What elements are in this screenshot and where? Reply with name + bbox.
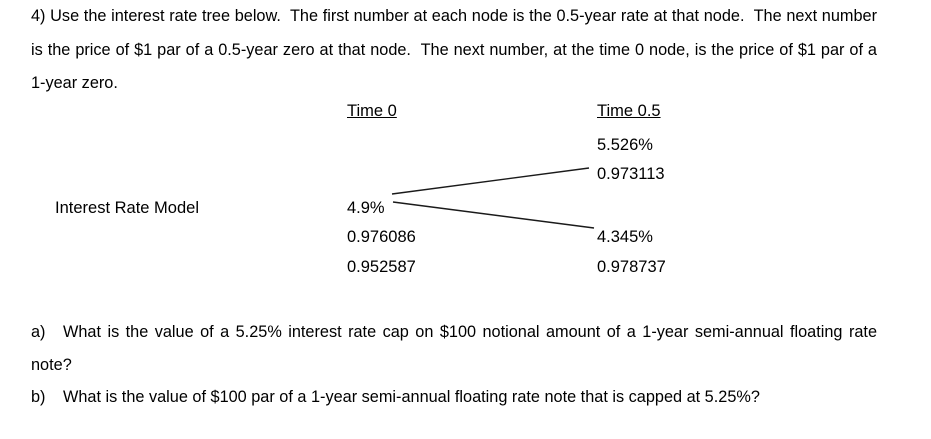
problem-statement: 4) Use the interest rate tree below. The… bbox=[31, 7, 882, 92]
tree-node-t0-price-halfyear: 0.976086 bbox=[347, 228, 416, 246]
tree-header-time0: Time 0 bbox=[347, 102, 397, 120]
tree-node-t0-price-oneyear: 0.952587 bbox=[347, 258, 416, 276]
question-b-text: What is the value of $100 par of a 1-yea… bbox=[63, 388, 760, 406]
tree-header-time05: Time 0.5 bbox=[597, 102, 661, 120]
branch-up-line bbox=[391, 167, 590, 195]
tree-node-up-rate: 5.526% bbox=[597, 136, 653, 154]
question-b-label: b) bbox=[31, 388, 46, 406]
question-a-label: a) bbox=[31, 323, 46, 341]
tree-node-down-rate: 4.345% bbox=[597, 228, 653, 246]
branch-down-line bbox=[392, 201, 595, 229]
tree-model-label: Interest Rate Model bbox=[55, 199, 199, 217]
tree-node-t0-rate: 4.9% bbox=[347, 199, 385, 217]
question-a-text: What is the value of a 5.25% interest ra… bbox=[31, 323, 877, 374]
tree-node-up-price: 0.973113 bbox=[597, 165, 665, 183]
question-b: b) What is the value of $100 par of a 1-y… bbox=[31, 381, 877, 414]
tree-node-down-price: 0.978737 bbox=[597, 258, 666, 276]
question-a: a) What is the value of a 5.25% interest … bbox=[31, 316, 877, 381]
